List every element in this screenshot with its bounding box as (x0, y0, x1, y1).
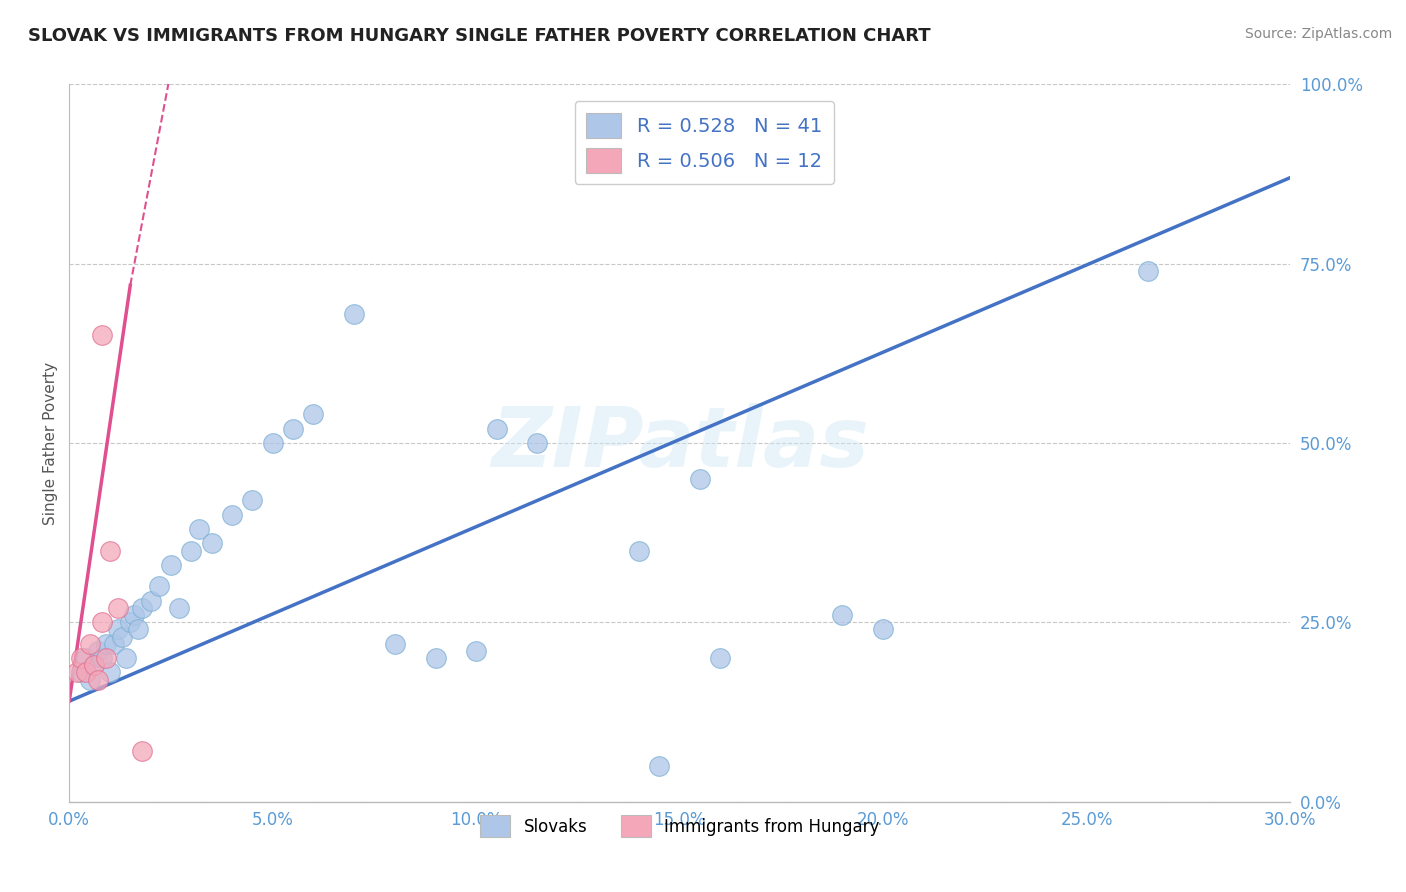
Point (148, 579, 170, 593)
Point (90, 651, 112, 665)
Point (139, 594, 162, 608)
Point (124, 608, 146, 623)
Text: ZIPatlas: ZIPatlas (491, 402, 869, 483)
Point (79, 673, 101, 687)
Point (465, 644, 488, 658)
Point (79, 637, 101, 651)
Point (87, 673, 110, 687)
Point (94, 637, 117, 651)
Point (127, 623, 149, 637)
Point (111, 630, 134, 644)
Point (131, 744, 153, 758)
Point (98, 665, 121, 680)
Point (240, 493, 263, 508)
Point (262, 436, 284, 450)
Point (425, 651, 447, 665)
Point (90, 615, 112, 630)
Point (75, 665, 97, 680)
Point (201, 536, 224, 550)
Text: SLOVAK VS IMMIGRANTS FROM HUNGARY SINGLE FATHER POVERTY CORRELATION CHART: SLOVAK VS IMMIGRANTS FROM HUNGARY SINGLE… (28, 27, 931, 45)
Legend: Slovaks, Immigrants from Hungary: Slovaks, Immigrants from Hungary (474, 809, 886, 844)
Point (75, 651, 97, 665)
Point (167, 601, 190, 615)
Point (98, 543, 121, 558)
Point (94, 651, 117, 665)
Point (709, 651, 731, 665)
Point (83, 658, 105, 673)
Point (485, 422, 508, 436)
Point (160, 558, 183, 572)
Point (689, 472, 711, 486)
Point (120, 615, 142, 630)
Point (384, 637, 406, 651)
Point (90, 328, 112, 343)
Text: Source: ZipAtlas.com: Source: ZipAtlas.com (1244, 27, 1392, 41)
Point (66, 665, 89, 680)
Point (627, 543, 650, 558)
Point (872, 623, 894, 637)
Point (281, 422, 304, 436)
Point (70, 651, 93, 665)
Point (1136, 264, 1159, 278)
Point (87, 644, 110, 658)
Point (115, 651, 138, 665)
Point (188, 522, 211, 536)
Point (831, 608, 853, 623)
Point (107, 623, 129, 637)
Point (131, 601, 153, 615)
Point (302, 407, 325, 421)
Y-axis label: Single Father Poverty: Single Father Poverty (44, 361, 58, 524)
Point (526, 436, 548, 450)
Point (221, 508, 243, 522)
Point (180, 543, 202, 558)
Point (70, 665, 93, 680)
Point (648, 758, 671, 772)
Point (343, 307, 366, 321)
Point (103, 637, 125, 651)
Point (83, 658, 105, 673)
Point (107, 601, 129, 615)
